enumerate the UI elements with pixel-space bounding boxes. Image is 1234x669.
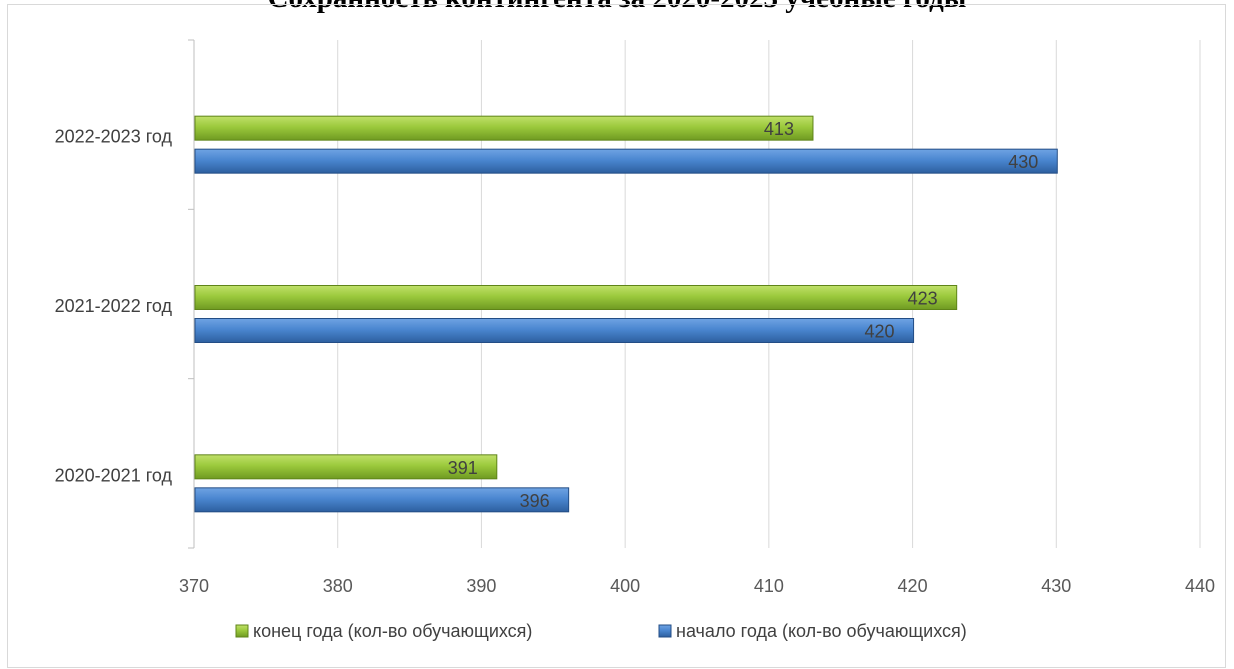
data-label: 420 <box>865 322 895 342</box>
data-label: 413 <box>764 119 794 139</box>
chart-title: Сохранность контингента за 2020-2023 уче… <box>0 0 1234 15</box>
category-label: 2022-2023 год <box>55 127 173 147</box>
axes <box>188 39 195 549</box>
category-label: 2020-2021 год <box>55 465 173 485</box>
chart-frame <box>7 4 1226 668</box>
data-label: 391 <box>448 458 478 478</box>
bars <box>194 115 1058 513</box>
bar-start-0 <box>194 487 570 513</box>
x-tick-label: 390 <box>466 576 496 596</box>
data-label: 396 <box>520 491 550 511</box>
category-label: 2021-2022 год <box>55 296 173 316</box>
data-label: 430 <box>1008 152 1038 172</box>
x-tick-label: 430 <box>1041 576 1071 596</box>
x-tick-label: 380 <box>323 576 353 596</box>
x-tick-label: 370 <box>179 576 209 596</box>
x-tick-label: 400 <box>610 576 640 596</box>
legend-swatch <box>235 624 249 638</box>
legend-label: начало года (кол-во обучающихся) <box>676 621 967 641</box>
x-tick-label: 410 <box>754 576 784 596</box>
bar-end-1 <box>194 285 958 310</box>
legend-swatch <box>658 624 672 638</box>
bar-start-1 <box>194 318 915 343</box>
x-tick-label: 420 <box>898 576 928 596</box>
x-tick-label: 440 <box>1185 576 1215 596</box>
data-label: 423 <box>908 289 938 309</box>
bar-end-2 <box>194 115 814 141</box>
labels: 370 380 390 400 410 420 430 440 391 396 2020-2021 … <box>55 119 1215 596</box>
bar-start-2 <box>194 148 1058 174</box>
legend: конец года (кол-во обучающихся) начало го… <box>235 621 967 641</box>
legend-label: конец года (кол-во обучающихся) <box>253 621 532 641</box>
bar-end-0 <box>194 454 498 480</box>
